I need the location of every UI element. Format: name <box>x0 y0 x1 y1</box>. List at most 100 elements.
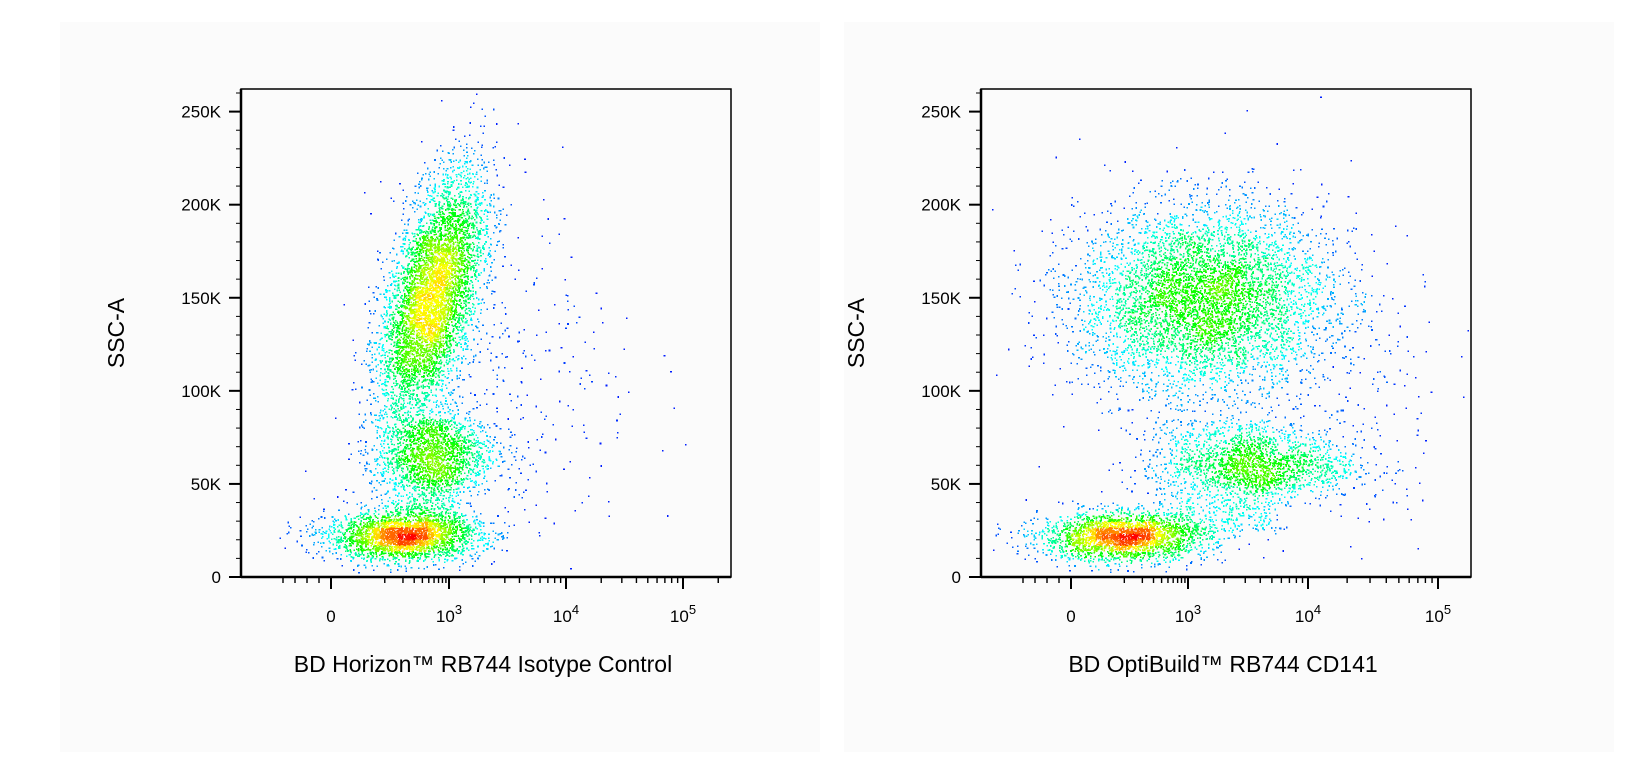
event-dot <box>397 349 399 352</box>
event-dot <box>409 538 411 541</box>
event-dot <box>477 303 479 305</box>
event-dot <box>468 234 470 236</box>
event-dot <box>432 564 435 566</box>
event-dot <box>472 329 475 332</box>
event-dot <box>381 535 383 537</box>
event-dot <box>377 536 379 539</box>
event-dot <box>404 544 407 547</box>
event-dot <box>452 208 455 211</box>
event-dot <box>412 317 414 320</box>
event-dot <box>440 259 442 261</box>
event-dot <box>413 258 415 260</box>
event-dot <box>458 377 460 380</box>
event-dot <box>348 545 351 547</box>
event-dot <box>485 231 488 233</box>
event-dot <box>394 543 396 545</box>
event-dot <box>417 360 420 362</box>
event-dot <box>383 392 386 395</box>
event-dot <box>348 513 350 515</box>
event-dot <box>427 291 429 293</box>
event-dot <box>436 339 438 341</box>
event-dot <box>433 312 436 315</box>
event-dot <box>440 236 442 239</box>
event-dot <box>461 268 463 270</box>
event-dot <box>343 546 346 548</box>
event-dot <box>423 530 425 532</box>
event-dot <box>399 356 401 359</box>
event-dot <box>385 526 387 529</box>
event-dot <box>493 303 496 306</box>
event-dot <box>452 287 455 290</box>
event-dot <box>450 321 453 323</box>
event-dot <box>408 358 410 360</box>
event-dot <box>451 255 454 257</box>
event-dot <box>390 545 392 547</box>
event-dot <box>373 521 375 523</box>
event-dot <box>395 520 397 522</box>
event-dot <box>417 286 419 288</box>
event-dot <box>467 530 470 533</box>
event-dot <box>395 410 398 413</box>
event-dot <box>401 534 404 536</box>
event-dot <box>387 541 390 543</box>
event-dot <box>495 169 498 171</box>
event-dot <box>378 537 381 540</box>
event-dot <box>452 223 454 225</box>
event-dot <box>418 314 420 316</box>
event-dot <box>428 517 430 519</box>
event-dot <box>460 191 463 194</box>
event-dot <box>371 356 373 359</box>
event-dot <box>408 371 411 373</box>
event-dot <box>450 219 452 222</box>
event-dot <box>396 519 399 521</box>
event-dot <box>372 546 375 548</box>
event-dot <box>409 529 412 531</box>
event-dot <box>390 514 393 517</box>
event-dot <box>497 539 499 541</box>
event-dot <box>453 169 455 172</box>
event-dot <box>394 368 396 371</box>
event-dot <box>405 567 408 570</box>
event-dot <box>441 292 443 295</box>
event-dot <box>356 545 358 548</box>
event-dot <box>383 563 385 565</box>
event-dot <box>372 526 374 528</box>
event-dot <box>375 529 378 532</box>
event-dot <box>445 249 448 252</box>
event-dot <box>485 543 487 545</box>
event-dot <box>412 545 415 547</box>
event-dot <box>377 550 379 552</box>
event-dot <box>408 557 411 559</box>
event-dot <box>367 547 369 550</box>
event-dot <box>374 523 376 526</box>
event-dot <box>462 264 464 266</box>
event-dot <box>454 557 457 560</box>
event-dot <box>424 521 426 524</box>
event-dot <box>426 537 429 540</box>
event-dot <box>421 517 423 520</box>
event-dot <box>424 552 426 554</box>
event-dot <box>432 561 434 563</box>
event-dot <box>445 536 448 539</box>
event-dot <box>449 317 451 319</box>
event-dot <box>311 526 314 529</box>
event-dot <box>408 529 411 532</box>
event-dot <box>400 532 402 534</box>
event-dot <box>417 516 419 518</box>
event-dot <box>311 533 314 536</box>
event-dot <box>461 213 463 216</box>
event-dot <box>388 271 391 274</box>
event-dot <box>409 306 412 309</box>
event-dot <box>458 537 460 539</box>
event-dot <box>455 535 457 537</box>
event-dot <box>403 289 405 292</box>
event-dot <box>456 320 459 323</box>
event-dot <box>466 535 469 537</box>
event-dot <box>443 276 446 278</box>
event-dot <box>458 280 460 282</box>
event-dot <box>352 556 355 559</box>
event-dot <box>454 299 457 302</box>
event-dot <box>400 403 403 405</box>
event-dot <box>404 565 407 568</box>
event-dot <box>465 221 468 224</box>
